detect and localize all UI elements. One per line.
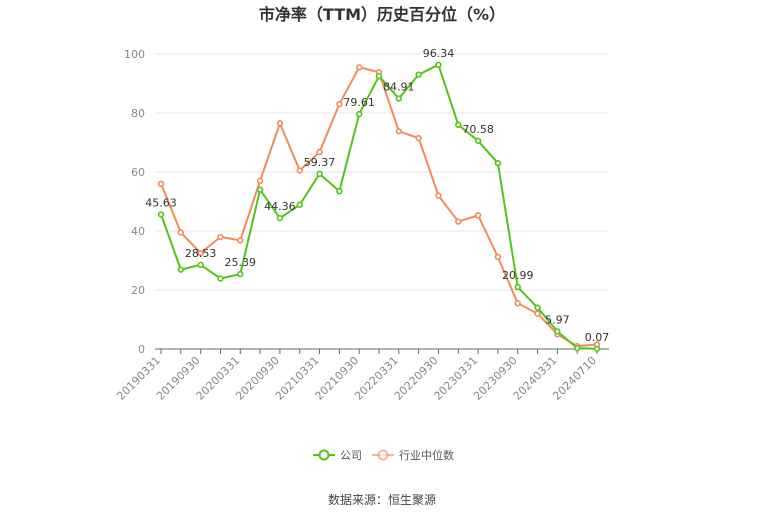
data-label: 5.97: [545, 313, 570, 326]
chart-title: 市净率（TTM）历史百分位（%）: [259, 5, 505, 24]
data-label: 25.39: [225, 256, 257, 269]
data-point: [514, 300, 521, 307]
data-point: [415, 134, 422, 142]
data-point: [197, 249, 204, 257]
data-point: [593, 345, 601, 352]
data-point: [395, 95, 403, 102]
data-point: [573, 344, 581, 352]
data-labels: 45.63 28.53 25.39 44.36 59.37 79.61 84.91 96.34…: [145, 47, 609, 344]
data-point: [336, 100, 343, 108]
y-tick-label: 0: [138, 343, 145, 356]
data-point: [355, 64, 363, 71]
data-label: 45.63: [145, 196, 177, 209]
data-label: 59.37: [304, 156, 336, 169]
x-axis: 2019033120190930202003312020093020210331…: [114, 349, 599, 403]
data-point: [514, 283, 521, 291]
data-label: 44.36: [264, 200, 296, 213]
legend-marker: [377, 449, 389, 461]
data-point: [296, 201, 303, 208]
data-point: [455, 121, 462, 129]
data-point: [276, 214, 284, 222]
data-point: [316, 170, 323, 178]
data-point: [157, 180, 165, 188]
legend-label: 公司: [340, 449, 362, 462]
data-point: [157, 211, 165, 218]
data-point: [534, 304, 541, 311]
source-note: 数据来源：恒生聚源: [328, 492, 436, 507]
data-point: [415, 71, 422, 78]
data-point: [554, 328, 561, 335]
legend-item[interactable]: 行业中位数: [372, 448, 454, 462]
data-point: [237, 270, 244, 278]
legend-item[interactable]: 公司: [313, 449, 362, 462]
data-point: [197, 261, 204, 269]
legend-label: 行业中位数: [399, 448, 454, 462]
y-axis: 0 20 40 60 80 100: [124, 48, 145, 356]
data-label: 28.53: [185, 247, 217, 260]
y-tick-label: 60: [131, 166, 145, 179]
y-tick-label: 80: [131, 107, 145, 120]
data-point: [296, 167, 303, 174]
data-point: [455, 218, 462, 225]
series-line: [160, 66, 598, 348]
data-point: [316, 148, 323, 156]
data-point: [177, 266, 185, 273]
data-point: [474, 137, 482, 144]
data-point: [375, 72, 383, 80]
data-point: [355, 110, 363, 118]
data-point: [494, 159, 502, 167]
data-point: [256, 177, 264, 185]
data-label: 84.91: [383, 81, 415, 94]
data-point: [474, 212, 482, 219]
data-point: [217, 233, 224, 241]
legend[interactable]: 公司 行业中位数: [313, 448, 454, 462]
y-tick-label: 20: [131, 284, 145, 297]
data-point: [336, 187, 343, 195]
grid: [155, 53, 609, 350]
data-point: [534, 310, 541, 317]
x-tick-label: 20240710: [550, 354, 599, 403]
data-label: 70.58: [462, 123, 494, 136]
data-label: 79.61: [343, 96, 375, 109]
data-point: [435, 192, 442, 199]
y-tick-label: 100: [124, 48, 145, 61]
data-label: 96.34: [423, 47, 455, 60]
data-point: [177, 229, 185, 236]
data-point: [494, 253, 502, 261]
data-point: [395, 128, 403, 135]
data-label: 20.99: [502, 269, 534, 282]
series-line: [160, 63, 598, 350]
data-point: [276, 120, 284, 127]
data-point: [217, 275, 224, 282]
data-point: [435, 61, 442, 68]
data-point: [237, 237, 244, 244]
series-layer: [157, 61, 601, 352]
legend-marker: [318, 449, 330, 461]
data-point: [256, 186, 264, 193]
y-tick-label: 40: [131, 225, 145, 238]
data-label: 0.07: [585, 331, 610, 344]
